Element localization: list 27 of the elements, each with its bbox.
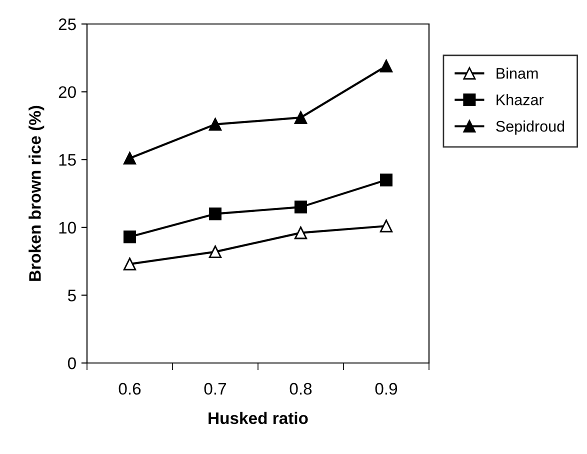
y-tick-label: 15: [59, 154, 76, 166]
point: [124, 152, 136, 164]
y-tick-label: 20: [58, 86, 76, 98]
point: [124, 258, 136, 270]
legend-label: Binam: [496, 68, 538, 79]
y-tick-label: 25: [58, 18, 76, 30]
y-tick-label: 10: [59, 222, 76, 234]
y-tick-label: 0: [68, 357, 76, 370]
legend-label: Sepidroud: [496, 120, 564, 135]
legend-label: Khazar: [496, 94, 544, 106]
y-tick-label: 5: [68, 290, 76, 302]
x-tick-label: 0.8: [290, 382, 312, 395]
point: [294, 111, 307, 124]
point: [380, 60, 392, 72]
point: [294, 200, 307, 214]
point: [209, 118, 222, 131]
point: [380, 220, 392, 232]
x-tick-label: 0.9: [375, 382, 398, 395]
point: [209, 208, 222, 220]
point: [124, 230, 136, 244]
point: [209, 246, 222, 258]
point: [380, 174, 392, 186]
y-axis-title: Broken brown rice (%): [28, 106, 44, 281]
x-tick-label: 0.6: [118, 382, 141, 395]
point: [294, 226, 307, 240]
x-tick-label: 0.7: [204, 382, 226, 395]
x-axis-title: Husked ratio: [208, 412, 308, 424]
